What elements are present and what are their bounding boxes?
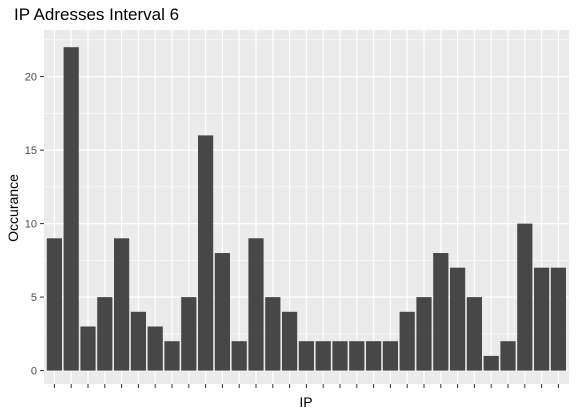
bar (466, 297, 482, 371)
bar (214, 253, 230, 371)
x-axis-title: IP (299, 394, 312, 410)
y-axis: 0 5 10 15 20 (25, 72, 44, 378)
bars (46, 47, 566, 371)
bar (46, 238, 62, 371)
y-tick-label: 5 (31, 292, 37, 304)
bar (130, 311, 146, 371)
bar (500, 341, 516, 371)
bar (550, 267, 566, 371)
y-tick-label: 15 (25, 145, 37, 157)
bar (399, 311, 415, 371)
bar (248, 238, 264, 371)
bar (382, 341, 398, 371)
bar (416, 297, 432, 371)
x-axis (53, 384, 559, 388)
y-tick-label: 10 (25, 219, 37, 231)
bar (164, 341, 180, 371)
bar (349, 341, 365, 371)
y-tick-label: 0 (31, 366, 37, 378)
bar (63, 47, 79, 371)
bar (534, 267, 550, 371)
y-tick-label: 20 (25, 72, 37, 84)
bar (517, 223, 533, 371)
bar (298, 341, 314, 371)
bar (433, 253, 449, 371)
bar (315, 341, 331, 371)
y-axis-title: Occurance (5, 174, 21, 242)
chart-title: IP Adresses Interval 6 (14, 5, 179, 24)
bar (147, 326, 163, 371)
bar (198, 135, 214, 371)
bar (114, 238, 130, 371)
bar (483, 355, 499, 371)
bar (332, 341, 348, 371)
bar (366, 341, 382, 371)
bar (265, 297, 281, 371)
bar (97, 297, 113, 371)
bar (231, 341, 247, 371)
bar (450, 267, 466, 371)
bar (181, 297, 197, 371)
bar (282, 311, 298, 371)
bar (80, 326, 96, 371)
